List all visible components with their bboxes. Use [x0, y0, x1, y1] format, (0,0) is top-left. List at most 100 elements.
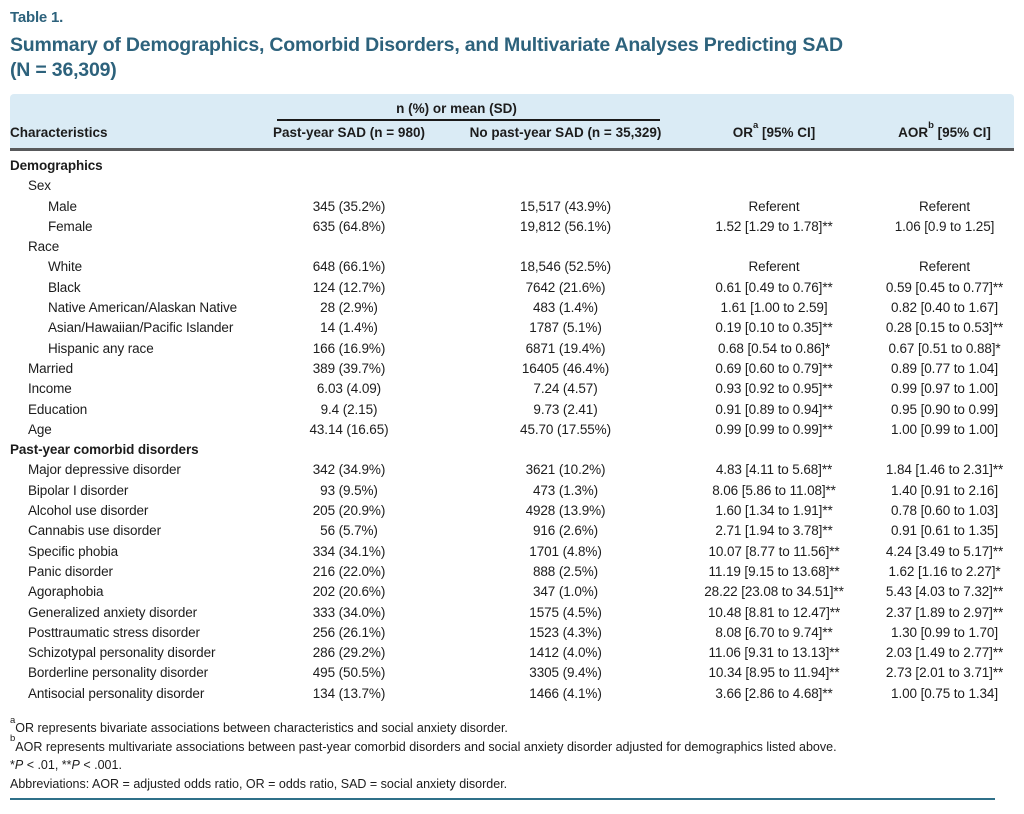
- aor-superscript: b: [928, 119, 934, 131]
- span-header-underline: [277, 119, 661, 121]
- row-label: Agoraphobia: [28, 584, 104, 600]
- cell-aor: [875, 440, 1014, 460]
- cell-aor: 1.40 [0.91 to 2.16]: [891, 482, 998, 498]
- table-row: Native American/Alaskan Native 28 (2.9%) 4…: [10, 298, 1014, 318]
- cell-aor: 0.99 [0.97 to 1.00]: [891, 381, 998, 397]
- cell-aor: 2.03 [1.49 to 2.77]**: [885, 645, 1004, 661]
- footnote-marker: a: [10, 714, 16, 726]
- table-row: Married 389 (39.7%) 16405 (46.4%) 0.69 [0.6…: [10, 359, 1014, 379]
- row-label: Age: [28, 421, 52, 437]
- table-row: Schizotypal personality disorder 286 (29.…: [10, 643, 1014, 663]
- cell-no-past-year-sad: [458, 440, 673, 460]
- cell-past-year-sad: 93 (9.5%): [320, 482, 378, 498]
- table-row: Agoraphobia 202 (20.6%) 347 (1.0%) 28.22 [2…: [10, 582, 1014, 602]
- cell-aor: 1.30 [0.99 to 1.70]: [891, 624, 998, 640]
- cell-aor: 1.62 [1.16 to 2.27]*: [888, 563, 1001, 579]
- row-label: Sex: [28, 178, 51, 194]
- cell-past-year-sad: 648 (66.1%): [312, 259, 386, 275]
- cell-or: 10.34 [8.95 to 11.94]**: [708, 665, 840, 681]
- cell-or: 10.07 [8.77 to 11.56]**: [708, 543, 840, 559]
- cell-no-past-year-sad: 18,546 (52.5%): [520, 259, 611, 275]
- cell-aor: 0.95 [0.90 to 0.99]: [891, 401, 998, 417]
- cell-no-past-year-sad: 4928 (13.9%): [525, 503, 606, 519]
- cell-no-past-year-sad: 1523 (4.3%): [529, 624, 602, 640]
- footnote-part: P: [71, 758, 80, 773]
- summary-table: n (%) or mean (SD) Characteristics Past-…: [10, 94, 1015, 704]
- cell-no-past-year-sad: 1575 (4.5%): [529, 604, 602, 620]
- cell-aor: 5.43 [4.03 to 7.32]**: [885, 584, 1004, 600]
- cell-or: 8.08 [6.70 to 9.74]**: [715, 624, 833, 640]
- or-superscript: a: [752, 119, 759, 131]
- table-row: Alcohol use disorder 205 (20.9%) 4928 (13.…: [10, 501, 1014, 521]
- row-label: Antisocial personality disorder: [28, 685, 205, 701]
- bottom-rule: [10, 798, 995, 801]
- table-body: Demographics Sex Male 345 (35.2%) 15,517 (43…: [10, 151, 1014, 704]
- row-label: Native American/Alaskan Native: [48, 300, 238, 316]
- cell-past-year-sad: 216 (22.0%): [312, 563, 386, 579]
- paper-table-page: Table 1. Summary of Demographics, Comorb…: [0, 9, 1024, 814]
- cell-past-year-sad: 205 (20.9%): [312, 503, 386, 519]
- table-row: Age 43.14 (16.65) 45.70 (17.55%) 0.99 [0.99…: [10, 420, 1014, 440]
- column-header-past-year-sad: Past-year SAD (n = 980): [240, 121, 458, 151]
- cell-or: 0.99 [0.99 to 0.99]**: [715, 421, 833, 437]
- footnote-part: < .01, **: [23, 758, 72, 773]
- cell-no-past-year-sad: 9.73 (2.41): [533, 401, 598, 417]
- cell-aor: 0.82 [0.40 to 1.67]: [891, 300, 998, 316]
- cell-aor: 0.91 [0.61 to 1.35]: [891, 523, 998, 539]
- cell-no-past-year-sad: [458, 176, 673, 196]
- cell-past-year-sad: 342 (34.9%): [312, 462, 386, 478]
- footnote: bAOR represents multivariate association…: [10, 733, 837, 754]
- column-header-aor: AORb [95% CI]: [875, 119, 1015, 151]
- cell-aor: 0.59 [0.45 to 0.77]**: [885, 279, 1004, 295]
- cell-past-year-sad: 286 (29.2%): [312, 645, 386, 661]
- cell-aor: 0.67 [0.51 to 0.88]*: [888, 340, 1001, 356]
- cell-no-past-year-sad: 15,517 (43.9%): [520, 198, 611, 214]
- cell-aor: Referent: [919, 259, 970, 275]
- cell-no-past-year-sad: 1412 (4.0%): [529, 645, 602, 661]
- table-title-line2: (N = 36,309): [10, 59, 117, 81]
- table-row: Borderline personality disorder 495 (50.5…: [10, 663, 1014, 683]
- cell-or: [673, 176, 875, 196]
- table-row: Major depressive disorder 342 (34.9%) 3621…: [10, 460, 1014, 480]
- row-label: Hispanic any race: [48, 340, 154, 356]
- footnote-marker: b: [10, 733, 16, 745]
- row-label: Panic disorder: [28, 563, 113, 579]
- cell-aor: 0.28 [0.15 to 0.53]**: [885, 320, 1004, 336]
- table-row: Panic disorder 216 (22.0%) 888 (2.5%) 11.19…: [10, 562, 1014, 582]
- cell-no-past-year-sad: 7642 (21.6%): [525, 279, 606, 295]
- column-header-row: Characteristics Past-year SAD (n = 980) …: [10, 119, 1015, 151]
- cell-past-year-sad: 345 (35.2%): [312, 198, 386, 214]
- footnotes: aOR represents bivariate associations be…: [10, 714, 1014, 793]
- cell-past-year-sad: [240, 440, 458, 460]
- cell-no-past-year-sad: [458, 151, 673, 176]
- cell-aor: 2.73 [2.01 to 3.71]**: [885, 665, 1004, 681]
- cell-past-year-sad: 635 (64.8%): [312, 218, 386, 234]
- cell-past-year-sad: 9.4 (2.15): [320, 401, 378, 417]
- cell-aor: [875, 176, 1014, 196]
- cell-past-year-sad: [240, 176, 458, 196]
- cell-past-year-sad: 43.14 (16.65): [309, 421, 389, 437]
- footnote: aOR represents bivariate associations be…: [10, 714, 508, 736]
- row-label: Generalized anxiety disorder: [28, 604, 198, 620]
- cell-or: 0.69 [0.60 to 0.79]**: [715, 360, 833, 376]
- cell-no-past-year-sad: 888 (2.5%): [532, 563, 599, 579]
- cell-past-year-sad: 28 (2.9%): [320, 300, 378, 316]
- cell-or: 0.19 [0.10 to 0.35]**: [715, 320, 833, 336]
- cell-aor: 1.06 [0.9 to 1.25]: [894, 218, 995, 234]
- footnote-part: *: [10, 758, 15, 773]
- row-label: Asian/Hawaiian/Pacific Islander: [48, 320, 234, 336]
- cell-no-past-year-sad: 6871 (19.4%): [525, 340, 606, 356]
- cell-past-year-sad: 495 (50.5%): [312, 665, 386, 681]
- column-header-no-past-year-sad: No past-year SAD (n = 35,329): [458, 121, 674, 151]
- column-header-or: ORa [95% CI]: [673, 119, 876, 151]
- row-label: Bipolar I disorder: [28, 482, 129, 498]
- table-row: Sex: [10, 176, 1014, 196]
- cell-no-past-year-sad: 45.70 (17.55%): [520, 421, 611, 437]
- table-row: Demographics: [10, 151, 1014, 176]
- row-label: Past-year comorbid disorders: [10, 442, 199, 458]
- cell-aor: [875, 237, 1014, 257]
- row-label: Female: [48, 218, 93, 234]
- column-header-characteristics: Characteristics: [10, 121, 240, 151]
- footnote-part: P: [14, 758, 24, 773]
- table-row: White 648 (66.1%) 18,546 (52.5%) Referent Re…: [10, 257, 1014, 277]
